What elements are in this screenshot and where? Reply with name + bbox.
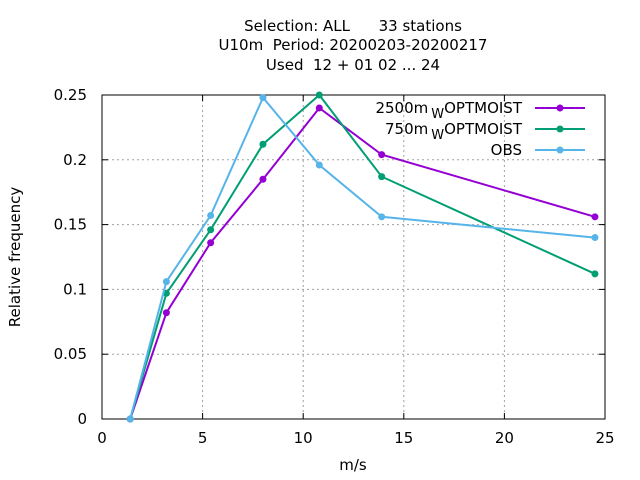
data-point [591,270,599,278]
grid [102,95,605,419]
data-point [207,212,215,220]
data-point [207,226,215,234]
legend-swatch-point [556,125,564,133]
series-2 [126,91,599,423]
data-point [315,161,323,169]
series-line [129,106,596,420]
chart-title-line-2: U10m Period: 20200203-20200217 [218,36,488,54]
data-point [162,278,170,286]
chart-title-line-3: Used 12 + 01 02 ... 24 [265,56,441,74]
plot-frame [101,94,606,420]
data-point [591,234,599,242]
x-axis-label: m/s [339,456,367,474]
y-tick-label: 0.2 [63,151,87,169]
data-point [378,213,386,221]
legend-swatch-point [556,104,564,112]
series-group [126,91,599,423]
legend-label: 2500m WOPTMOIST [375,99,522,122]
legend-label: OBS [491,141,522,159]
series-1 [126,104,599,423]
y-tick-label: 0.05 [54,345,87,363]
legend-item: OBS [491,141,585,159]
data-point [315,104,323,112]
data-point [315,91,323,99]
x-tick-label: 0 [97,429,107,447]
legend-label: 750m WOPTMOIST [385,120,523,143]
chart-title-line-1: Selection: ALL 33 stations [244,17,462,35]
x-tick-label: 5 [198,429,208,447]
series-line [129,93,596,420]
axis-ticks: 0 5 10 15 20 25 0 0.05 0.1 0.15 0.2 0.25 [54,86,615,447]
x-tick-label: 20 [495,429,514,447]
data-point [378,151,386,159]
series-3 [126,94,599,423]
data-point [378,173,386,181]
data-point [259,140,267,148]
y-tick-label: 0.1 [63,280,87,298]
y-axis-label: Relative frequency [6,187,24,328]
data-point [162,309,170,317]
y-tick-label: 0.15 [54,216,87,234]
x-tick-label: 25 [595,429,614,447]
x-tick-label: 15 [394,429,413,447]
data-point [126,415,134,423]
data-point [259,175,267,183]
data-point [591,213,599,221]
legend-item: 2500m WOPTMOIST [375,99,585,122]
legend-swatch-point [556,146,564,154]
data-point [259,94,267,102]
x-tick-label: 10 [294,429,313,447]
y-tick-label: 0 [77,410,87,428]
data-point [207,239,215,247]
y-tick-label: 0.25 [54,86,87,104]
legend-item: 750m WOPTMOIST [385,120,585,143]
